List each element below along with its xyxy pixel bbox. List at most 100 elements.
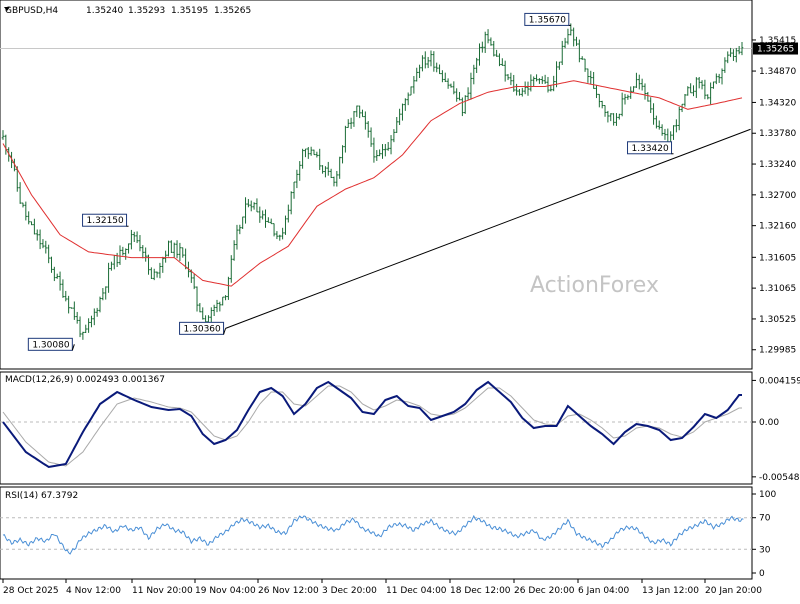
price-candle: [341, 145, 344, 164]
price-candle: [623, 93, 627, 105]
chart-dropdown-icon[interactable]: [4, 7, 10, 11]
price-candle: [586, 68, 590, 83]
price-annotation-label: 1.33420: [632, 144, 669, 154]
price-candle: [61, 279, 65, 298]
price-candle: [98, 296, 102, 313]
time-axis: 28 Oct 2025 4 Nov 12:00 11 Nov 20:00 19 Nov…: [2, 579, 762, 596]
price-annotation: 1.35670: [524, 12, 571, 26]
price-candle: [697, 77, 701, 89]
price-candle: [446, 78, 450, 89]
rsi-tick-label: 30: [759, 545, 771, 555]
price-candle: [321, 165, 324, 174]
price-candle: [44, 240, 48, 254]
price-candle: [395, 117, 399, 133]
price-candle: [435, 62, 438, 73]
time-tick-label: 3 Dec 20:00: [322, 586, 377, 596]
price-candle: [366, 121, 370, 138]
price-candle: [606, 110, 610, 123]
price-candle: [566, 28, 570, 45]
price-candle: [712, 81, 715, 89]
price-candle: [318, 148, 322, 171]
price-candle: [289, 191, 293, 215]
price-candle: [352, 111, 356, 127]
price-tick-label: 1.33240: [759, 160, 796, 170]
price-candle: [84, 324, 88, 334]
price-annotation: 1.33420: [627, 141, 674, 155]
price-candle: [324, 166, 327, 178]
price-candle: [583, 58, 587, 72]
time-tick-label: 11 Nov 20:00: [132, 586, 193, 596]
price-candle: [592, 71, 595, 89]
price-candle: [344, 125, 347, 153]
price-candle: [21, 202, 25, 208]
price-candle: [458, 91, 461, 101]
price-candle: [535, 74, 538, 82]
price-tick-label: 1.32160: [759, 222, 796, 232]
price-candle: [58, 271, 62, 291]
price-candle: [426, 56, 430, 69]
price-candle: [483, 31, 487, 53]
price-candle: [4, 134, 8, 155]
price-candle: [675, 119, 678, 133]
price-candle: [235, 224, 239, 250]
price-candle: [304, 148, 307, 158]
price-candle: [429, 50, 433, 67]
price-candle: [640, 78, 644, 91]
price-candle: [64, 290, 68, 302]
chart-header-low: 1.35195: [171, 6, 208, 16]
price-axis: 1.35415 1.34870 1.34320 1.33780 1.33240 1.327…: [752, 36, 798, 356]
macd-line: [2, 380, 742, 469]
price-candle: [67, 295, 70, 314]
price-candle: [392, 129, 396, 143]
rsi-panel: 100 70 30 0: [0, 490, 776, 579]
price-candle: [398, 108, 401, 126]
macd-tick-label: 0.00: [759, 418, 779, 428]
price-candle: [209, 307, 213, 324]
price-candle: [461, 97, 464, 117]
chart-header-open: 1.35240: [86, 6, 123, 16]
price-candle: [663, 128, 667, 140]
price-candle: [130, 229, 133, 250]
price-candle: [1, 130, 5, 140]
price-candle: [572, 27, 575, 47]
price-candle: [489, 37, 493, 46]
price-candle: [620, 92, 624, 117]
chart-header-symbol: GBPUSD,H4: [5, 6, 58, 16]
time-tick-label: 19 Nov 04:00: [195, 586, 256, 596]
time-tick-label: 13 Jan 12:00: [642, 586, 699, 596]
price-candle: [438, 64, 441, 75]
price-candle: [301, 148, 304, 169]
price-candle: [104, 286, 108, 300]
price-candle: [401, 103, 404, 121]
price-candle: [295, 169, 299, 189]
rsi-tick-label: 100: [759, 490, 776, 500]
price-tick-label: 1.34870: [759, 67, 796, 77]
chart-header-high: 1.35293: [128, 6, 165, 16]
price-panel: 1.30080 1.32150 1.30360 1.35670 1.33420: [0, 12, 752, 351]
price-candle: [118, 245, 122, 265]
price-candle: [355, 105, 359, 117]
price-annotation-label: 1.30080: [32, 340, 69, 350]
time-tick-label: 20 Jan 20:00: [705, 586, 762, 596]
price-candle: [672, 125, 675, 140]
price-candle: [441, 70, 444, 83]
price-candle: [369, 127, 373, 147]
price-candle: [244, 197, 247, 224]
candles: [1, 23, 744, 340]
price-candle: [526, 81, 530, 96]
current-price-tag: [753, 42, 798, 55]
price-candle: [181, 247, 185, 258]
price-annotation: 1.30360: [179, 321, 227, 335]
support-trendline[interactable]: [225, 128, 751, 329]
price-candle: [578, 39, 581, 63]
price-candle: [298, 161, 302, 181]
price-candle: [292, 181, 296, 199]
price-candle: [255, 198, 259, 213]
price-candle: [115, 252, 119, 267]
price-candle: [152, 268, 156, 281]
price-annotation-label: 1.35670: [529, 15, 566, 25]
price-candle: [406, 92, 410, 106]
price-candle: [212, 304, 216, 317]
price-candle: [626, 94, 630, 100]
